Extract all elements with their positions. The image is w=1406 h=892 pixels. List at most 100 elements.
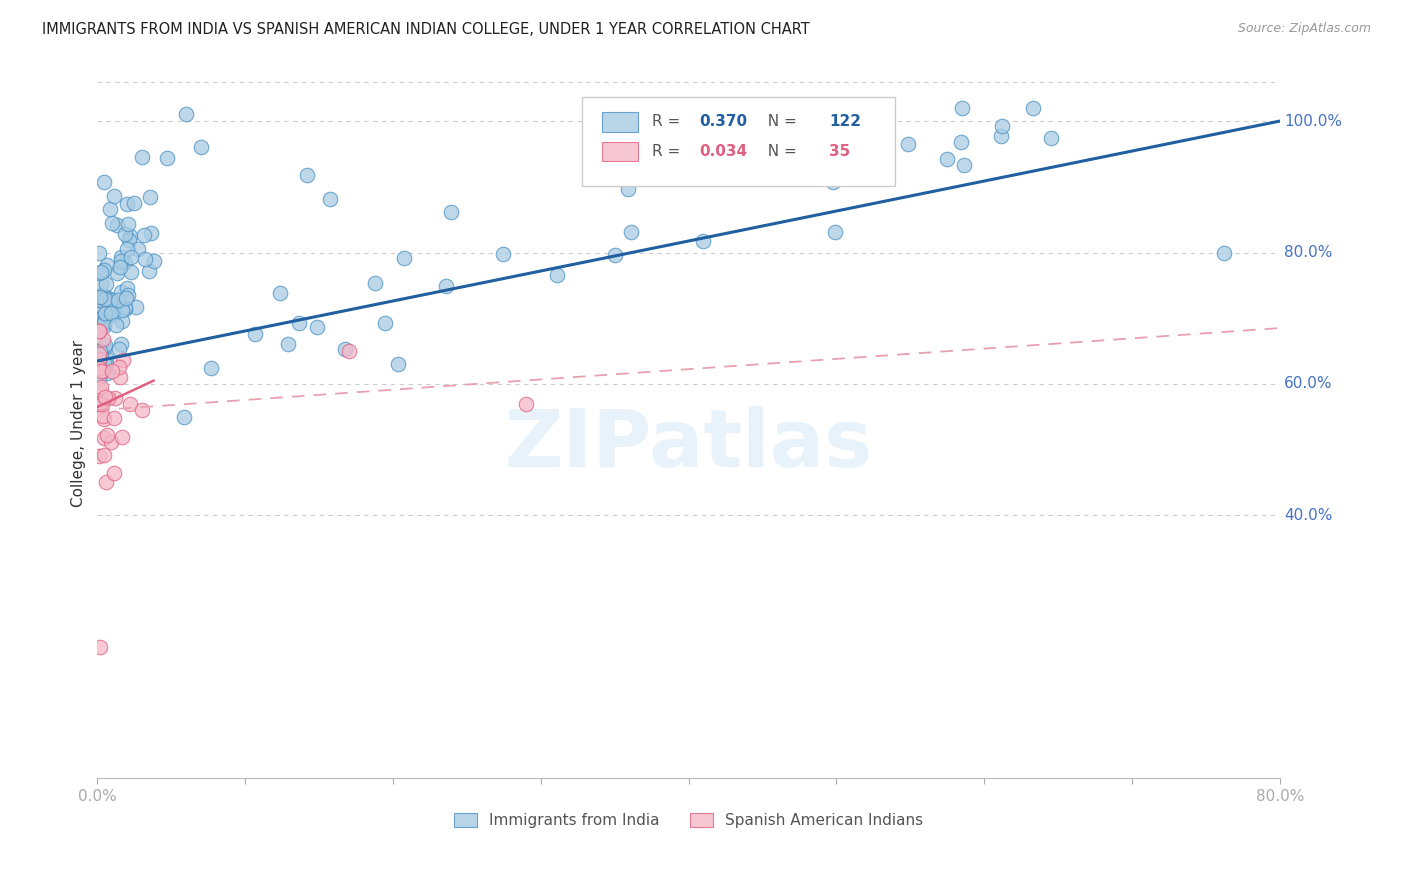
- Point: [1022, 101, 1045, 115]
- Point: [90, 293, 112, 308]
- Point: [114, 301, 136, 316]
- Point: [288, 316, 311, 330]
- Point: [491, 246, 513, 260]
- Point: [118, 229, 141, 244]
- Point: [107, 293, 129, 308]
- Point: [93, 319, 115, 334]
- Point: [96, 277, 118, 291]
- Point: [90, 347, 112, 361]
- Point: [96, 366, 118, 380]
- Point: [107, 343, 129, 357]
- Text: IMMIGRANTS FROM INDIA VS SPANISH AMERICAN INDIAN COLLEGE, UNDER 1 YEAR CORRELATI: IMMIGRANTS FROM INDIA VS SPANISH AMERICA…: [42, 22, 810, 37]
- Text: ZIPatlas: ZIPatlas: [505, 406, 873, 483]
- Point: [87, 267, 110, 281]
- Point: [138, 263, 160, 277]
- Point: [897, 137, 920, 152]
- Text: Source: ZipAtlas.com: Source: ZipAtlas.com: [1237, 22, 1371, 36]
- Point: [991, 119, 1014, 133]
- Point: [200, 361, 222, 376]
- Point: [335, 343, 357, 357]
- Point: [87, 312, 110, 326]
- Point: [392, 251, 415, 265]
- Point: [117, 217, 139, 231]
- Text: N =: N =: [758, 144, 801, 159]
- Text: 0.370: 0.370: [699, 114, 748, 129]
- Point: [93, 448, 115, 462]
- Point: [98, 202, 121, 216]
- Point: [93, 356, 115, 370]
- Point: [96, 427, 118, 442]
- Point: [94, 306, 117, 320]
- Text: R =: R =: [652, 144, 685, 159]
- Text: 60.0%: 60.0%: [1284, 376, 1333, 392]
- Point: [337, 344, 360, 359]
- Point: [93, 314, 115, 328]
- Point: [120, 265, 142, 279]
- Point: [103, 410, 125, 425]
- Point: [440, 205, 463, 219]
- Point: [546, 268, 568, 282]
- Point: [93, 289, 115, 303]
- Point: [97, 291, 120, 305]
- Point: [94, 357, 117, 371]
- FancyBboxPatch shape: [602, 112, 638, 132]
- Point: [89, 397, 111, 411]
- Point: [950, 135, 973, 149]
- Text: R =: R =: [652, 114, 685, 129]
- Point: [387, 357, 409, 371]
- Point: [105, 267, 128, 281]
- Point: [117, 281, 139, 295]
- Point: [103, 188, 125, 202]
- Point: [93, 175, 115, 189]
- Point: [1040, 131, 1063, 145]
- Point: [125, 300, 148, 314]
- Point: [139, 190, 162, 204]
- Point: [91, 342, 114, 356]
- Point: [89, 346, 111, 360]
- FancyBboxPatch shape: [582, 97, 896, 186]
- Point: [89, 290, 111, 304]
- Point: [89, 396, 111, 410]
- Point: [93, 411, 115, 425]
- Point: [89, 397, 111, 411]
- Point: [100, 435, 122, 450]
- Point: [87, 352, 110, 367]
- Point: [100, 306, 122, 320]
- Point: [243, 327, 266, 342]
- Point: [89, 382, 111, 396]
- Point: [87, 311, 110, 326]
- Point: [89, 307, 111, 321]
- Point: [87, 324, 110, 338]
- Point: [295, 168, 318, 182]
- Point: [120, 250, 142, 264]
- Point: [134, 252, 156, 267]
- Point: [87, 324, 110, 338]
- Point: [515, 397, 537, 411]
- Point: [823, 175, 845, 189]
- Point: [114, 300, 136, 314]
- Point: [105, 218, 128, 232]
- Point: [87, 245, 110, 260]
- Text: 0.034: 0.034: [699, 144, 748, 159]
- Point: [110, 254, 132, 268]
- Point: [101, 308, 124, 322]
- Point: [89, 640, 111, 654]
- Point: [91, 291, 114, 305]
- Point: [108, 360, 131, 375]
- Point: [307, 320, 329, 334]
- Y-axis label: College, Under 1 year: College, Under 1 year: [72, 340, 86, 507]
- Point: [93, 390, 115, 404]
- Point: [90, 397, 112, 411]
- Point: [277, 336, 299, 351]
- Point: [122, 196, 145, 211]
- Point: [90, 277, 112, 291]
- Point: [87, 371, 110, 385]
- Point: [114, 227, 136, 241]
- Point: [89, 344, 111, 359]
- Point: [89, 360, 111, 375]
- Point: [90, 364, 112, 378]
- Point: [101, 304, 124, 318]
- Point: [364, 276, 387, 290]
- Point: [269, 285, 291, 300]
- Text: 80.0%: 80.0%: [1284, 245, 1333, 260]
